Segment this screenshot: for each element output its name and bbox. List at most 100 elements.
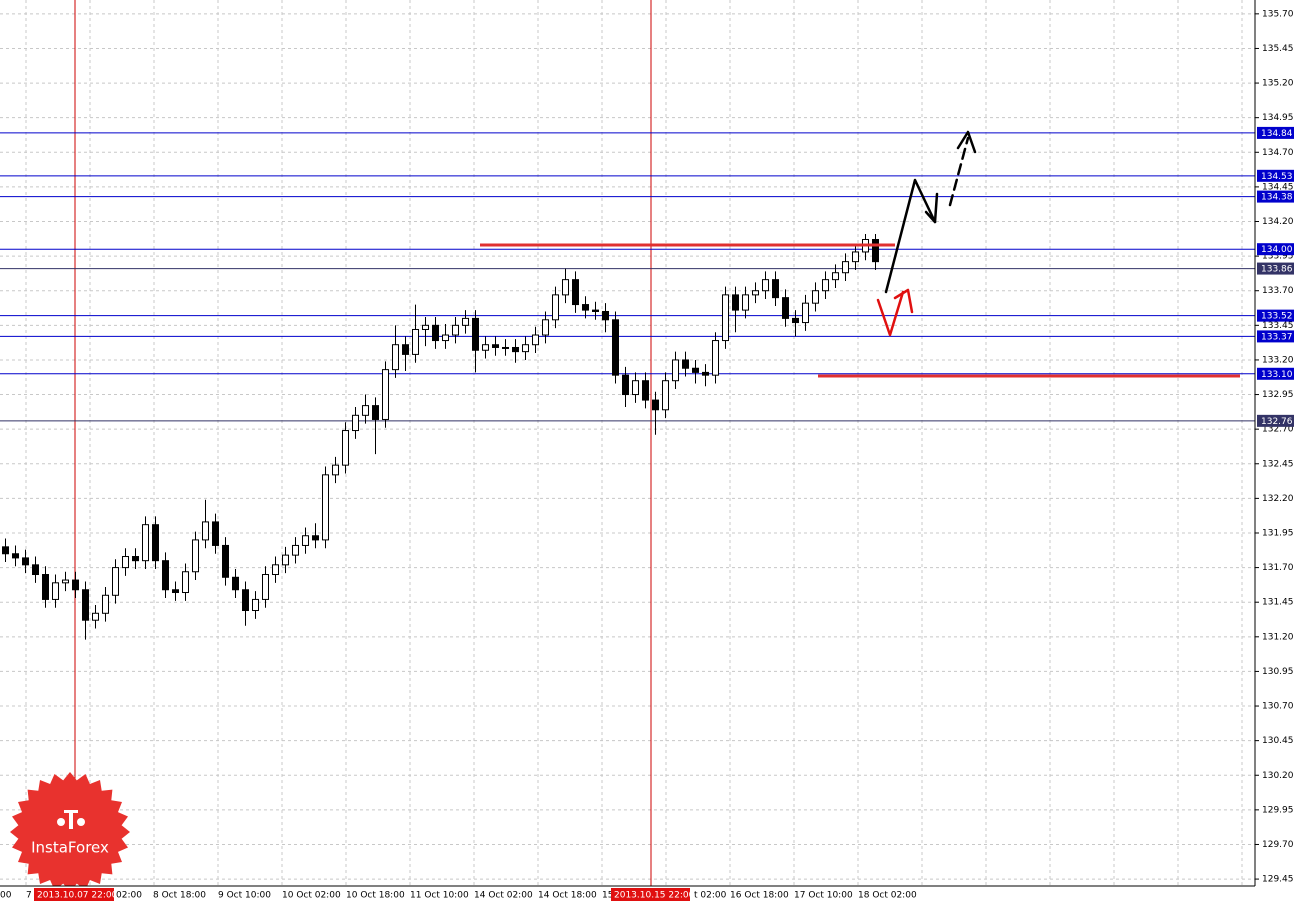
- alt-path: [876, 290, 905, 337]
- candle-body: [802, 302, 809, 324]
- candle-body: [752, 290, 759, 296]
- level-tag-label: 134.84: [1261, 129, 1293, 139]
- level-tag: [1257, 367, 1294, 380]
- x-label-highlight: [34, 888, 114, 901]
- candle-body: [352, 414, 359, 432]
- candle-body: [182, 571, 189, 594]
- candle-body: [662, 380, 669, 411]
- candle-body: [72, 579, 79, 591]
- candle-body: [372, 405, 379, 420]
- candle-body: [722, 294, 729, 342]
- x-tick-label: 15: [602, 891, 613, 901]
- y-tick-label: 135.70: [1262, 9, 1294, 19]
- candle-body: [452, 324, 459, 336]
- candle-body: [682, 359, 689, 369]
- candle-body: [132, 556, 139, 562]
- candle-body: [592, 309, 599, 312]
- candle-body: [792, 317, 799, 324]
- candle-body: [172, 589, 179, 594]
- x-tick-label: 10 Oct 18:00: [346, 891, 405, 901]
- level-tag-label: 132.76: [1261, 417, 1293, 427]
- candle-body: [82, 589, 89, 621]
- candle-body: [392, 344, 399, 371]
- level-tag-label: 133.86: [1261, 265, 1293, 275]
- forecast-dashed: [948, 136, 970, 207]
- candle-body: [52, 582, 59, 600]
- logo-text: InstaForex: [31, 839, 109, 857]
- y-tick-label: 133.70: [1262, 286, 1294, 296]
- candle-body: [652, 399, 659, 411]
- candle-body: [692, 367, 699, 373]
- level-tag: [1257, 126, 1294, 139]
- forecast-path: [884, 178, 937, 294]
- candle-body: [742, 294, 749, 311]
- level-tag: [1257, 190, 1294, 203]
- candle-body: [552, 294, 559, 321]
- candle-body: [232, 576, 239, 591]
- arrow-head: [893, 288, 914, 314]
- level-tag: [1257, 309, 1294, 322]
- candle-body: [782, 297, 789, 319]
- candle-body: [462, 317, 469, 326]
- candle-body: [822, 279, 829, 292]
- y-tick-label: 134.70: [1262, 148, 1294, 158]
- candle-body: [122, 556, 129, 569]
- candle-body: [412, 328, 419, 355]
- candle-body: [482, 344, 489, 351]
- candle-body: [162, 560, 169, 591]
- logo-badge: [10, 772, 130, 892]
- candle-body: [622, 374, 629, 396]
- arrow-head: [956, 130, 977, 154]
- x-tick-label: 02:00: [116, 891, 142, 901]
- y-tick-label: 130.95: [1262, 667, 1294, 677]
- candle-body: [252, 598, 259, 612]
- candle-body: [812, 290, 819, 304]
- icon-part: [64, 810, 78, 813]
- x-tick-label: 18 Oct 02:00: [858, 891, 917, 901]
- candle-body: [772, 279, 779, 299]
- y-tick-label: 131.45: [1262, 598, 1294, 608]
- x-tick-label: 8 Oct 18:00: [153, 891, 206, 901]
- candle-body: [612, 319, 619, 376]
- candle-body: [562, 279, 569, 296]
- candle-body: [202, 521, 209, 541]
- y-tick-label: 129.70: [1262, 840, 1294, 850]
- arrow-head: [924, 192, 939, 224]
- candle-body: [422, 324, 429, 330]
- candle-body: [312, 535, 319, 541]
- candle-body: [532, 334, 539, 346]
- candle-body: [832, 272, 839, 281]
- candle-body: [582, 304, 589, 311]
- level-tag: [1257, 169, 1294, 182]
- price-axis-bg: [1255, 0, 1295, 905]
- candle-body: [102, 594, 109, 614]
- candle-body: [402, 344, 409, 355]
- candle-body: [62, 579, 69, 584]
- candle-body: [572, 279, 579, 306]
- candle-body: [32, 564, 39, 576]
- candle-body: [512, 346, 519, 353]
- candle-body: [712, 340, 719, 376]
- level-tag: [1257, 330, 1294, 343]
- x-label-highlight: [611, 888, 690, 901]
- level-tag-label: 133.37: [1261, 332, 1293, 342]
- y-tick-label: 135.45: [1262, 44, 1294, 54]
- candle-body: [332, 464, 339, 476]
- y-tick-label: 134.20: [1262, 217, 1294, 227]
- candle-body: [852, 251, 859, 263]
- forecast-arrows: [876, 130, 977, 337]
- candle-body: [632, 380, 639, 396]
- level-tag-label: 133.52: [1261, 312, 1293, 322]
- candle-body: [12, 553, 19, 559]
- candle-body: [152, 524, 159, 562]
- candle-body: [502, 346, 509, 349]
- y-tick-label: 132.45: [1262, 459, 1294, 469]
- x-tick-label: 14 Oct 02:00: [474, 891, 533, 901]
- icon-part: [57, 818, 65, 826]
- candle-body: [492, 344, 499, 348]
- x-tick-label: t 02:00: [694, 891, 727, 901]
- x-tick-label: 11 Oct 10:00: [410, 891, 469, 901]
